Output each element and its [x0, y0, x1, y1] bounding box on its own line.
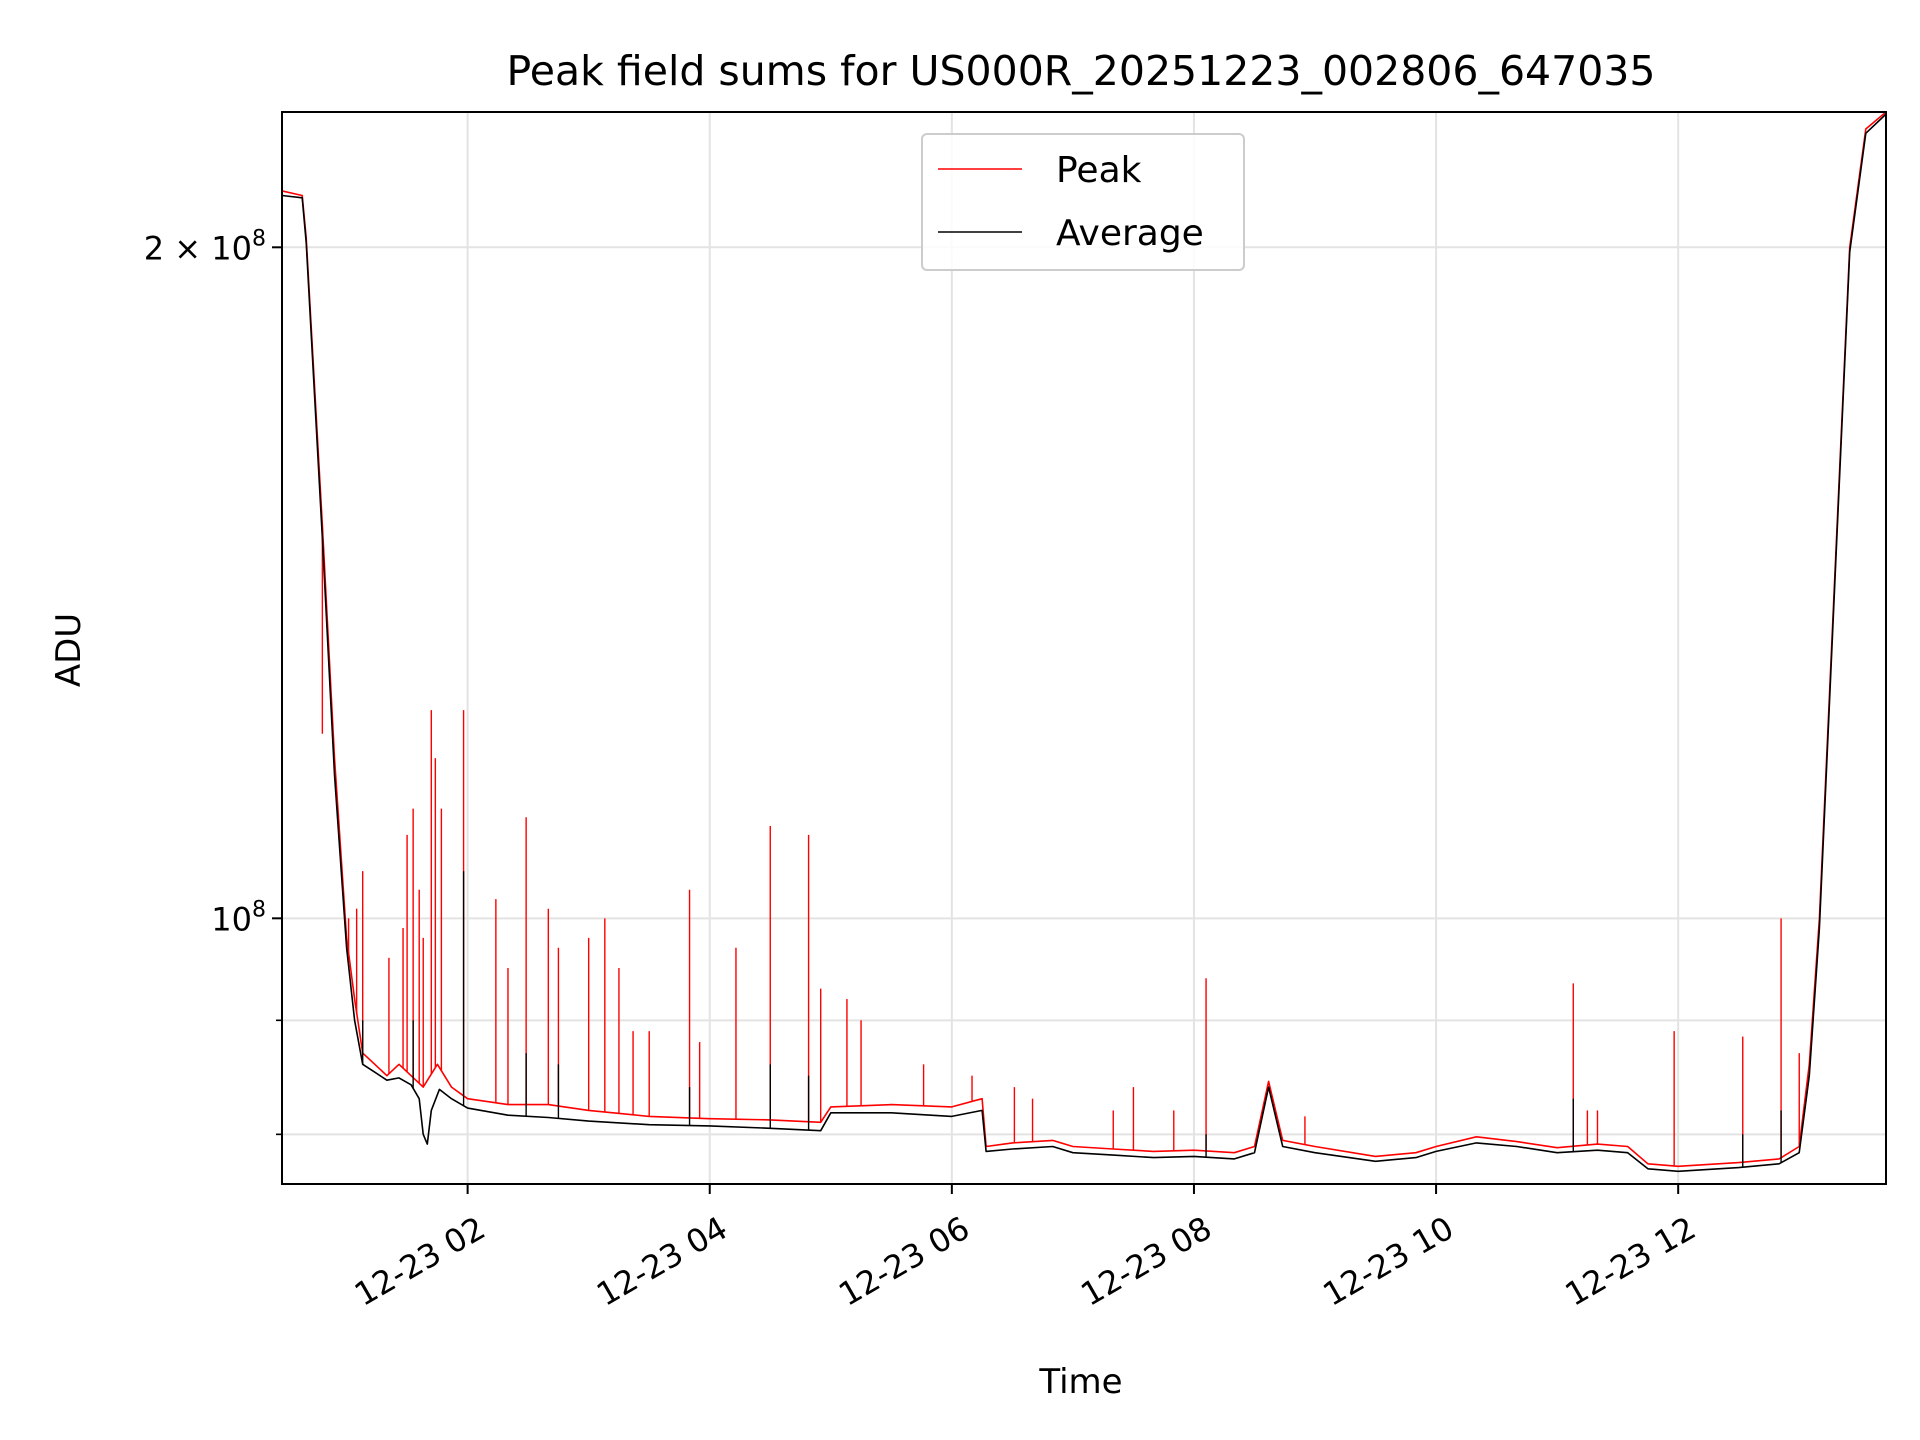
axes-frame	[281, 111, 1887, 1185]
chart-title: Peak field sums for US000R_20251223_0028…	[507, 47, 1656, 95]
y-axis: 108 2 × 108	[144, 226, 282, 1136]
grid	[282, 112, 1886, 1184]
y-axis-label: ADU	[49, 613, 89, 687]
legend-frame	[921, 133, 1245, 271]
y-tick-label: 108	[211, 897, 266, 938]
legend-label-peak: Peak	[1056, 150, 1142, 191]
y-tick-label: 2 × 108	[144, 226, 266, 267]
series-line-average	[282, 113, 1886, 1173]
plot-area	[282, 112, 1886, 1173]
x-axis-label: Time	[1038, 1362, 1122, 1402]
legend: Peak Average	[921, 133, 1245, 271]
series-line-peak	[282, 112, 1886, 1168]
legend-label-average: Average	[1056, 213, 1204, 254]
